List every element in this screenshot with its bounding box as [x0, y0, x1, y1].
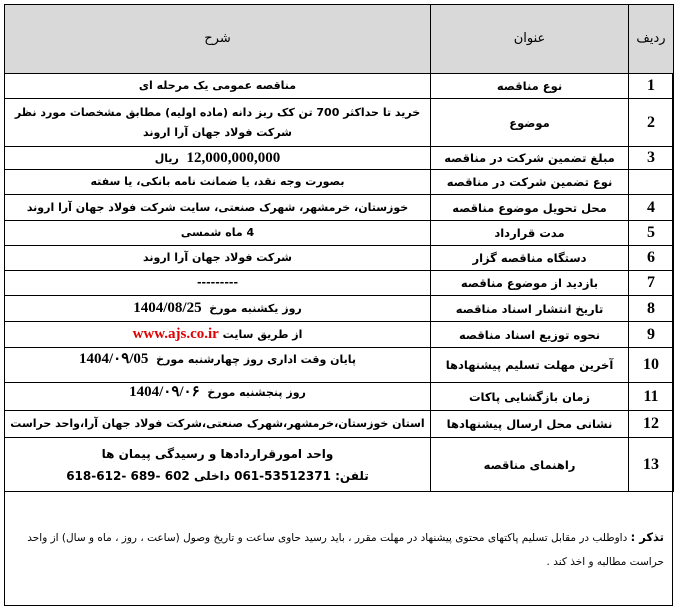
table-header: ردیف عنوان شرح — [4, 4, 674, 74]
row-number: 11 — [628, 382, 674, 411]
contact-phone: تلفن: 53512371-061 داخلی 602 -689 -612-6… — [66, 468, 369, 483]
row-title: مدت قرارداد — [430, 220, 629, 246]
contact-unit: واحد امورقراردادها و رسیدگی پیمان ها — [101, 446, 334, 461]
table-row: 11 زمان بازگشایی پاکات روز پنجشنبه مورخ … — [4, 382, 674, 411]
row-desc: روز پنجشنبه مورخ 1404/۰۹/۰۶ — [4, 382, 431, 411]
row-desc: بصورت وجه نقد، یا ضمانت نامه بانکی، یا س… — [4, 169, 431, 195]
row-desc: خرید تا حداکثر 700 تن کک ریز دانه (ماده … — [4, 98, 431, 147]
amount: 12,000,000,000 — [186, 149, 281, 166]
row-title: موضوع — [430, 98, 629, 147]
row-title: راهنمای مناقصه — [430, 437, 629, 492]
row-number: 2 — [628, 98, 674, 147]
header-row-number: ردیف — [628, 4, 674, 74]
row-number: 8 — [628, 295, 674, 322]
row-desc: 4 ماه شمسی — [4, 220, 431, 246]
desc-text: روز یکشنبه مورخ — [209, 302, 302, 315]
table-row: 3 مبلغ تضمین شرکت در مناقصه 12,000,000,0… — [4, 146, 674, 170]
row-number — [628, 169, 674, 195]
row-title: آخرین مهلت تسلیم پیشنهادها — [430, 347, 629, 383]
row-title: محل تحویل موضوع مناقصه — [430, 194, 629, 221]
header-description: شرح — [4, 4, 431, 74]
row-desc: از طریق سایت www.ajs.co.ir — [4, 321, 431, 348]
desc-text: از طریق سایت — [222, 328, 303, 341]
row-number: 1 — [628, 73, 674, 99]
table-row: 13 راهنمای مناقصه واحد امورقراردادها و ر… — [4, 437, 674, 492]
row-number: 5 — [628, 220, 674, 246]
row-title: بازدید از موضوع مناقصه — [430, 270, 629, 296]
row-title: تاریخ انتشار اسناد مناقصه — [430, 295, 629, 322]
table-row: 6 دستگاه مناقصه گزار شرکت فولاد جهان آرا… — [4, 245, 674, 271]
tender-document: ردیف عنوان شرح 1 نوع مناقصه مناقصه عمومی… — [4, 4, 674, 606]
table-row: 4 محل تحویل موضوع مناقصه خوزستان، خرمشهر… — [4, 194, 674, 221]
row-title: زمان بازگشایی پاکات — [430, 382, 629, 411]
table-row: 7 بازدید از موضوع مناقصه --------- — [4, 270, 674, 296]
table-row: 12 نشانی محل ارسال پیشنهادها استان خوزست… — [4, 410, 674, 438]
row-number: 3 — [628, 146, 674, 170]
row-desc: پایان وقت اداری روز چهارشنبه مورخ 1404/۰… — [4, 347, 431, 383]
row-title: نشانی محل ارسال پیشنهادها — [430, 410, 629, 438]
table-row: نوع تضمین شرکت در مناقصه بصورت وجه نقد، … — [4, 169, 674, 195]
row-desc: واحد امورقراردادها و رسیدگی پیمان ها تلف… — [4, 437, 431, 492]
row-number: 6 — [628, 245, 674, 271]
website-link[interactable]: www.ajs.co.ir — [132, 326, 219, 342]
row-desc: خوزستان، خرمشهر، شهرک صنعتی، سایت شرکت ف… — [4, 194, 431, 221]
row-desc: 12,000,000,000 ریال — [4, 146, 431, 170]
date: 1404/۰۹/05 — [78, 351, 149, 367]
table-row: 10 آخرین مهلت تسلیم پیشنهادها پایان وقت … — [4, 347, 674, 383]
row-number: 7 — [628, 270, 674, 296]
row-title: نوع مناقصه — [430, 73, 629, 99]
note-text: داوطلب در مقابل تسلیم پاکتهای محتوی پیشن… — [27, 532, 664, 568]
row-desc: روز یکشنبه مورخ 1404/08/25 — [4, 295, 431, 322]
desc-text: پایان وقت اداری روز چهارشنبه مورخ — [156, 353, 357, 366]
table-row: 8 تاریخ انتشار اسناد مناقصه روز یکشنبه م… — [4, 295, 674, 322]
row-desc: استان خوزستان،خرمشهر،شهرک صنعتی،شرکت فول… — [4, 410, 431, 438]
date: 1404/08/25 — [133, 300, 202, 316]
desc-text: روز پنجشنبه مورخ — [207, 386, 306, 399]
tender-table: ردیف عنوان شرح 1 نوع مناقصه مناقصه عمومی… — [4, 4, 674, 492]
table-row: 2 موضوع خرید تا حداکثر 700 تن کک ریز دان… — [4, 98, 674, 147]
header-title: عنوان — [430, 4, 629, 74]
row-title: نحوه توزیع اسناد مناقصه — [430, 321, 629, 348]
table-row: 5 مدت قرارداد 4 ماه شمسی — [4, 220, 674, 246]
row-title: نوع تضمین شرکت در مناقصه — [430, 169, 629, 195]
table-row: 9 نحوه توزیع اسناد مناقصه از طریق سایت w… — [4, 321, 674, 348]
date: 1404/۰۹/۰۶ — [129, 384, 200, 400]
row-number: 10 — [628, 347, 674, 383]
row-number: 12 — [628, 410, 674, 438]
note: تذکر : داوطلب در مقابل تسلیم پاکتهای محت… — [13, 525, 664, 574]
row-number: 9 — [628, 321, 674, 348]
unit: ریال — [154, 151, 179, 165]
table-row: 1 نوع مناقصه مناقصه عمومی یک مرحله ای — [4, 73, 674, 99]
row-number: 13 — [628, 437, 674, 492]
row-desc: مناقصه عمومی یک مرحله ای — [4, 73, 431, 99]
row-number: 4 — [628, 194, 674, 221]
row-title: دستگاه مناقصه گزار — [430, 245, 629, 271]
note-label: تذکر : — [630, 530, 664, 544]
row-title: مبلغ تضمین شرکت در مناقصه — [430, 146, 629, 170]
row-desc: شرکت فولاد جهان آرا اروند — [4, 245, 431, 271]
row-desc: --------- — [4, 270, 431, 296]
